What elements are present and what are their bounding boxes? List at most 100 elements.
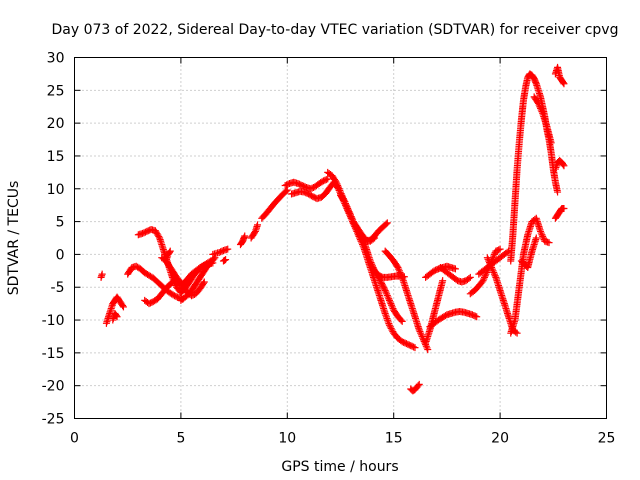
series-arc-1: [97, 270, 106, 281]
data-point: [338, 193, 346, 201]
data-point: [346, 213, 354, 221]
data-point: [351, 223, 359, 231]
data-point: [532, 234, 540, 242]
series-arc-4: [124, 262, 187, 303]
y-tick-label: 20: [47, 116, 65, 132]
series-arc-35: [551, 63, 568, 88]
data-point: [166, 248, 174, 256]
x-tick-label: 20: [491, 431, 509, 447]
data-point: [535, 101, 543, 109]
data-points: [97, 63, 568, 395]
x-tick-label: 10: [278, 431, 296, 447]
data-point: [221, 256, 229, 264]
data-point: [388, 301, 396, 309]
data-point: [537, 229, 545, 237]
data-point: [554, 188, 562, 196]
data-point: [352, 226, 360, 234]
y-tick-label: 10: [47, 182, 65, 198]
data-point: [479, 277, 487, 285]
data-point: [417, 331, 425, 339]
data-point: [347, 214, 355, 222]
data-point: [376, 276, 384, 284]
data-point: [486, 260, 494, 268]
data-point: [424, 346, 432, 354]
data-point: [389, 305, 397, 313]
y-tick-label: 15: [47, 149, 65, 165]
series-arc-17: [324, 168, 379, 245]
y-axis-label: SDTVAR / TECUs: [6, 181, 22, 296]
data-point: [283, 186, 291, 194]
data-point: [547, 139, 555, 147]
data-point: [560, 80, 568, 88]
data-point: [537, 106, 545, 114]
series-arc-8: [162, 247, 174, 265]
data-point: [349, 218, 357, 226]
data-point: [410, 343, 418, 351]
data-point: [397, 270, 405, 278]
data-point: [382, 313, 390, 321]
series-arc-31: [507, 214, 553, 337]
series-arc-3: [109, 309, 121, 324]
data-point: [336, 188, 344, 196]
data-point: [388, 303, 396, 311]
data-point: [383, 219, 391, 227]
data-point: [560, 162, 568, 170]
data-point: [383, 291, 391, 299]
data-point: [388, 326, 396, 334]
series-arc-15: [281, 175, 332, 193]
data-point: [343, 204, 351, 212]
series-arc-11: [219, 256, 230, 265]
data-point: [466, 273, 474, 281]
data-point: [538, 231, 546, 239]
data-point: [342, 203, 350, 211]
data-point: [495, 246, 503, 254]
y-tick-label: -25: [42, 412, 65, 428]
data-point: [383, 290, 391, 298]
data-point: [166, 247, 174, 255]
x-axis-label: GPS time / hours: [281, 459, 398, 475]
data-point: [411, 344, 419, 352]
data-point: [385, 320, 393, 328]
data-point: [394, 264, 402, 272]
data-point: [559, 79, 567, 87]
series-arc-25: [426, 308, 481, 331]
x-tick-label: 0: [70, 431, 79, 447]
data-point: [251, 229, 259, 237]
data-point: [485, 257, 493, 265]
series-arc-37: [517, 234, 540, 272]
data-point: [112, 312, 120, 320]
y-tick-label: -5: [51, 280, 65, 296]
data-point: [335, 186, 343, 194]
data-point: [483, 254, 491, 262]
data-point: [254, 221, 262, 229]
data-point: [119, 302, 127, 310]
series-arc-30: [483, 254, 521, 337]
data-point: [537, 104, 545, 112]
data-point: [322, 176, 330, 184]
data-point: [345, 209, 353, 217]
data-point: [439, 277, 447, 285]
data-point: [480, 275, 488, 283]
data-point: [98, 270, 106, 278]
data-point: [373, 270, 381, 278]
data-point: [346, 211, 354, 219]
x-tick-label: 5: [176, 431, 185, 447]
data-point: [559, 161, 567, 169]
data-point: [423, 344, 431, 352]
data-point: [324, 175, 332, 183]
data-point: [398, 272, 406, 280]
data-point: [341, 200, 349, 208]
data-point: [367, 259, 375, 267]
data-point: [539, 234, 547, 242]
data-point: [473, 313, 481, 321]
data-point: [344, 208, 352, 216]
data-point: [385, 295, 393, 303]
data-point: [490, 270, 498, 278]
data-point: [484, 255, 492, 263]
data-point: [538, 108, 546, 116]
data-point: [465, 274, 473, 282]
data-point: [488, 264, 496, 272]
series-arc-23: [407, 380, 423, 395]
series-arc-19: [330, 178, 419, 352]
